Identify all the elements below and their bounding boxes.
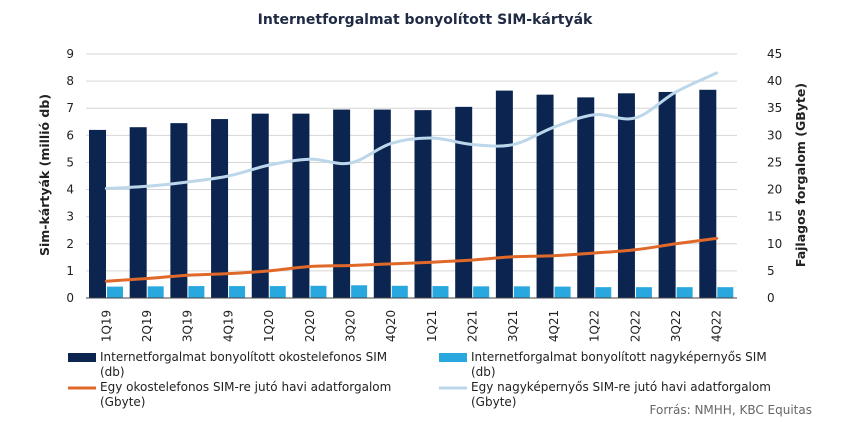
y-left-tick-label: 2 [66,237,74,251]
bar-nagykepernyos [717,287,734,298]
bar-nagykepernyos [147,286,164,298]
y-right-tick-label: 10 [767,237,782,251]
bar-nagykepernyos [391,285,408,298]
bar-nagykepernyos [188,286,205,298]
bar-okostelefonos [699,89,717,298]
bar-okostelefonos [211,119,229,298]
bar-nagykepernyos [676,287,693,298]
bar-okostelefonos [414,110,432,299]
y-left-tick-label: 0 [66,291,74,305]
gridlines [86,53,737,272]
x-tick-label: 1Q21 [425,310,439,342]
legend-swatch [68,353,96,362]
legend: Internetforgalmat bonyolított okostelefo… [68,350,771,409]
x-tick-label: 1Q19 [99,310,113,342]
x-tick-label: 3Q22 [669,310,683,342]
y-left-tick-label: 7 [66,101,74,115]
y-right-tick-label: 15 [767,210,782,224]
y-left-tick-label: 5 [66,155,74,169]
bar-okostelefonos [536,94,554,299]
x-tick-label: 1Q22 [588,310,602,342]
y-axis-left-title: Sim-kártyák (millió db) [37,94,52,256]
bar-okostelefonos [292,113,310,299]
x-tick-label: 4Q22 [710,310,724,342]
bar-okostelefonos [455,106,473,298]
y-left-tick-label: 1 [66,264,74,278]
x-tick-label: 2Q19 [140,310,154,342]
y-left-tick-label: 8 [66,74,74,88]
bar-okostelefonos [495,90,513,298]
legend-swatch [439,353,467,362]
bar-nagykepernyos [513,286,530,298]
bar-okostelefonos [577,97,595,298]
x-tick-label: 2Q20 [303,310,317,342]
bar-nagykepernyos [351,285,368,298]
y-left-tick-label: 4 [66,183,74,197]
y-right-tick-label: 45 [767,47,782,61]
x-tick-label: 2Q21 [466,310,480,342]
y-right-tick-label: 0 [767,291,775,305]
bar-okostelefonos [333,109,351,298]
y-right-tick-label: 35 [767,101,782,115]
x-tick-label: 4Q21 [547,310,561,342]
bar-nagykepernyos [229,286,246,298]
line-nagykepernyos-forgalom [104,71,719,190]
x-tick-label: 1Q20 [262,310,276,342]
bars [89,89,734,299]
legend-label: Internetforgalmat bonyolított okostelefo… [100,350,387,379]
x-tick-label: 3Q21 [506,310,520,342]
bar-okostelefonos [129,127,147,298]
y-right-tick-label: 40 [767,74,782,88]
bar-nagykepernyos [635,287,652,298]
legend-label: Egy nagyképernyős SIM-re jutó havi adatf… [471,380,771,409]
bar-okostelefonos [251,113,269,299]
bar-nagykepernyos [269,286,286,298]
x-tick-label: 4Q20 [384,310,398,342]
y-left-tick-label: 9 [66,47,74,61]
y-left-tick-label: 3 [66,210,74,224]
x-tick-label: 3Q19 [181,310,195,342]
x-tick-label: 2Q22 [628,310,642,342]
bar-okostelefonos [89,129,106,298]
bar-nagykepernyos [432,286,449,298]
x-tick-label: 3Q20 [343,310,357,342]
y-right-tick-label: 25 [767,155,782,169]
bar-okostelefonos [373,109,391,298]
lines [104,71,719,283]
chart-title: Internetforgalmat bonyolított SIM-kártyá… [258,12,593,28]
bar-nagykepernyos [107,286,123,298]
bar-nagykepernyos [554,286,571,298]
source-note: Forrás: NMHH, KBC Equitas [650,403,812,417]
y-left-tick-label: 6 [66,128,74,142]
bar-nagykepernyos [473,286,490,298]
y-right-tick-label: 30 [767,128,782,142]
bar-okostelefonos [658,91,676,298]
line-okostelefonos-forgalom [104,236,719,283]
bar-nagykepernyos [310,285,327,298]
bar-okostelefonos [617,93,635,298]
x-tick-label: 4Q19 [221,310,235,342]
legend-label: Egy okostelefonos SIM-re jutó havi adatf… [100,380,391,409]
bar-okostelefonos [170,123,188,298]
y-right-tick-label: 5 [767,264,775,278]
y-axis-right-title: Fajlagos forgalom (GByte) [793,83,808,267]
bar-nagykepernyos [595,287,612,298]
legend-label: Internetforgalmat bonyolított nagyképern… [471,350,767,379]
y-right-tick-label: 20 [767,183,782,197]
